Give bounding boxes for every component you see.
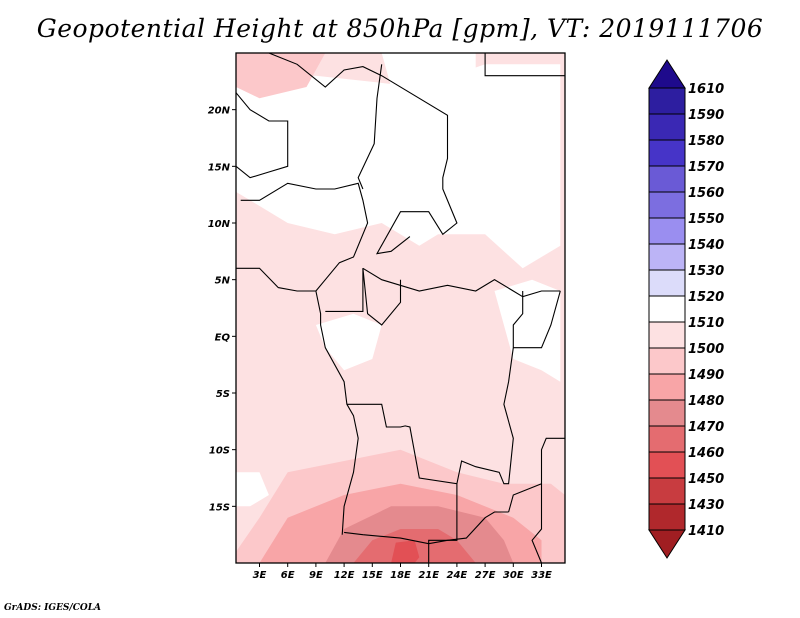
colorbar-box [648, 217, 686, 245]
border-line [513, 290, 561, 349]
colorbar-label: 1470 [688, 420, 724, 435]
border-line [362, 268, 402, 326]
border-line [346, 403, 458, 563]
x-tick-label: 21E [418, 570, 439, 581]
colorbar-box [648, 503, 686, 531]
chart-title: Geopotential Height at 850hPa [gpm], VT:… [36, 14, 764, 43]
colorbar-extend-top [648, 59, 686, 89]
x-tick-label: 33E [531, 570, 552, 581]
border-line [456, 291, 524, 485]
colorbar-box [648, 243, 686, 271]
field-contour-region [236, 64, 561, 269]
border-line [240, 182, 369, 292]
y-axis: 20N 15N 10N 5N EQ 5S 10S 15S [208, 106, 236, 513]
map-field [236, 53, 565, 563]
x-tick-label: 3E [253, 570, 267, 581]
colorbar-box [648, 347, 686, 375]
y-tick-label: 15S [209, 502, 230, 513]
colorbar-label: 1480 [688, 394, 724, 409]
y-tick-label: 5S [216, 389, 230, 400]
border-line [357, 64, 383, 190]
y-tick-label: 10N [208, 219, 231, 230]
x-tick-label: 24E [447, 570, 468, 581]
colorbar-label: 1560 [688, 186, 724, 201]
colorbar-box [648, 399, 686, 427]
field-contour-region [315, 313, 382, 371]
x-tick-label: 15E [362, 570, 383, 581]
border-line [236, 92, 289, 179]
colorbar-label: 1450 [688, 472, 724, 487]
border-line [325, 268, 364, 312]
x-tick-label: 18E [390, 570, 411, 581]
country-borders [236, 53, 565, 563]
y-tick-label: EQ [215, 332, 231, 343]
colorbar-box [648, 373, 686, 401]
border-line [268, 53, 458, 255]
colorbar-box [648, 477, 686, 505]
colorbar-box [648, 451, 686, 479]
colorbar-label: 1430 [688, 498, 724, 513]
y-tick-label: 10S [209, 446, 230, 457]
colorbar-extend-bottom [648, 529, 686, 559]
x-tick-label: 6E [281, 570, 295, 581]
border-line [531, 483, 543, 563]
border-line [344, 511, 509, 545]
x-tick-label: 12E [334, 570, 355, 581]
colorbar-box [648, 425, 686, 453]
x-axis: 3E 6E 9E 12E 15E 18E 21E 24E 27E 30E 33E [253, 563, 552, 581]
colorbar-box [648, 113, 686, 141]
colorbar-box [648, 321, 686, 349]
colorbar-label: 1410 [688, 524, 724, 539]
y-tick-label: 20N [208, 106, 231, 117]
x-tick-label: 30E [503, 570, 524, 581]
colorbar-label: 1590 [688, 108, 724, 123]
border-line [236, 267, 359, 535]
colorbar: 1610 1590 1580 1570 1560 1550 1540 1530 1520 1510… [648, 59, 724, 559]
field-contour-region [236, 53, 326, 99]
y-tick-label: 5N [215, 276, 231, 287]
colorbar-label: 1520 [688, 290, 724, 305]
colorbar-box [648, 139, 686, 167]
field-contour-region [236, 149, 279, 172]
colorbar-label: 1550 [688, 212, 724, 227]
colorbar-box [648, 269, 686, 297]
colorbar-label: 1500 [688, 342, 724, 357]
footer-credit: GrADS: IGES/COLA [4, 603, 102, 613]
colorbar-box [648, 191, 686, 219]
colorbar-label: 1460 [688, 446, 724, 461]
field-contour-region [236, 472, 269, 507]
x-tick-label: 9E [309, 570, 323, 581]
colorbar-label: 1490 [688, 368, 724, 383]
y-tick-label: 15N [208, 162, 231, 173]
colorbar-label: 1610 [688, 82, 724, 97]
colorbar-label: 1510 [688, 316, 724, 331]
border-line [484, 53, 565, 77]
colorbar-label: 1540 [688, 238, 724, 253]
field-contour-region [494, 279, 561, 382]
colorbar-label: 1530 [688, 264, 724, 279]
x-tick-label: 27E [475, 570, 496, 581]
border-line [508, 437, 565, 513]
colorbar-box [648, 295, 686, 323]
colorbar-label: 1570 [688, 160, 724, 175]
field-contour-region [391, 540, 420, 563]
colorbar-label: 1580 [688, 134, 724, 149]
colorbar-box [648, 87, 686, 115]
colorbar-box [648, 165, 686, 193]
